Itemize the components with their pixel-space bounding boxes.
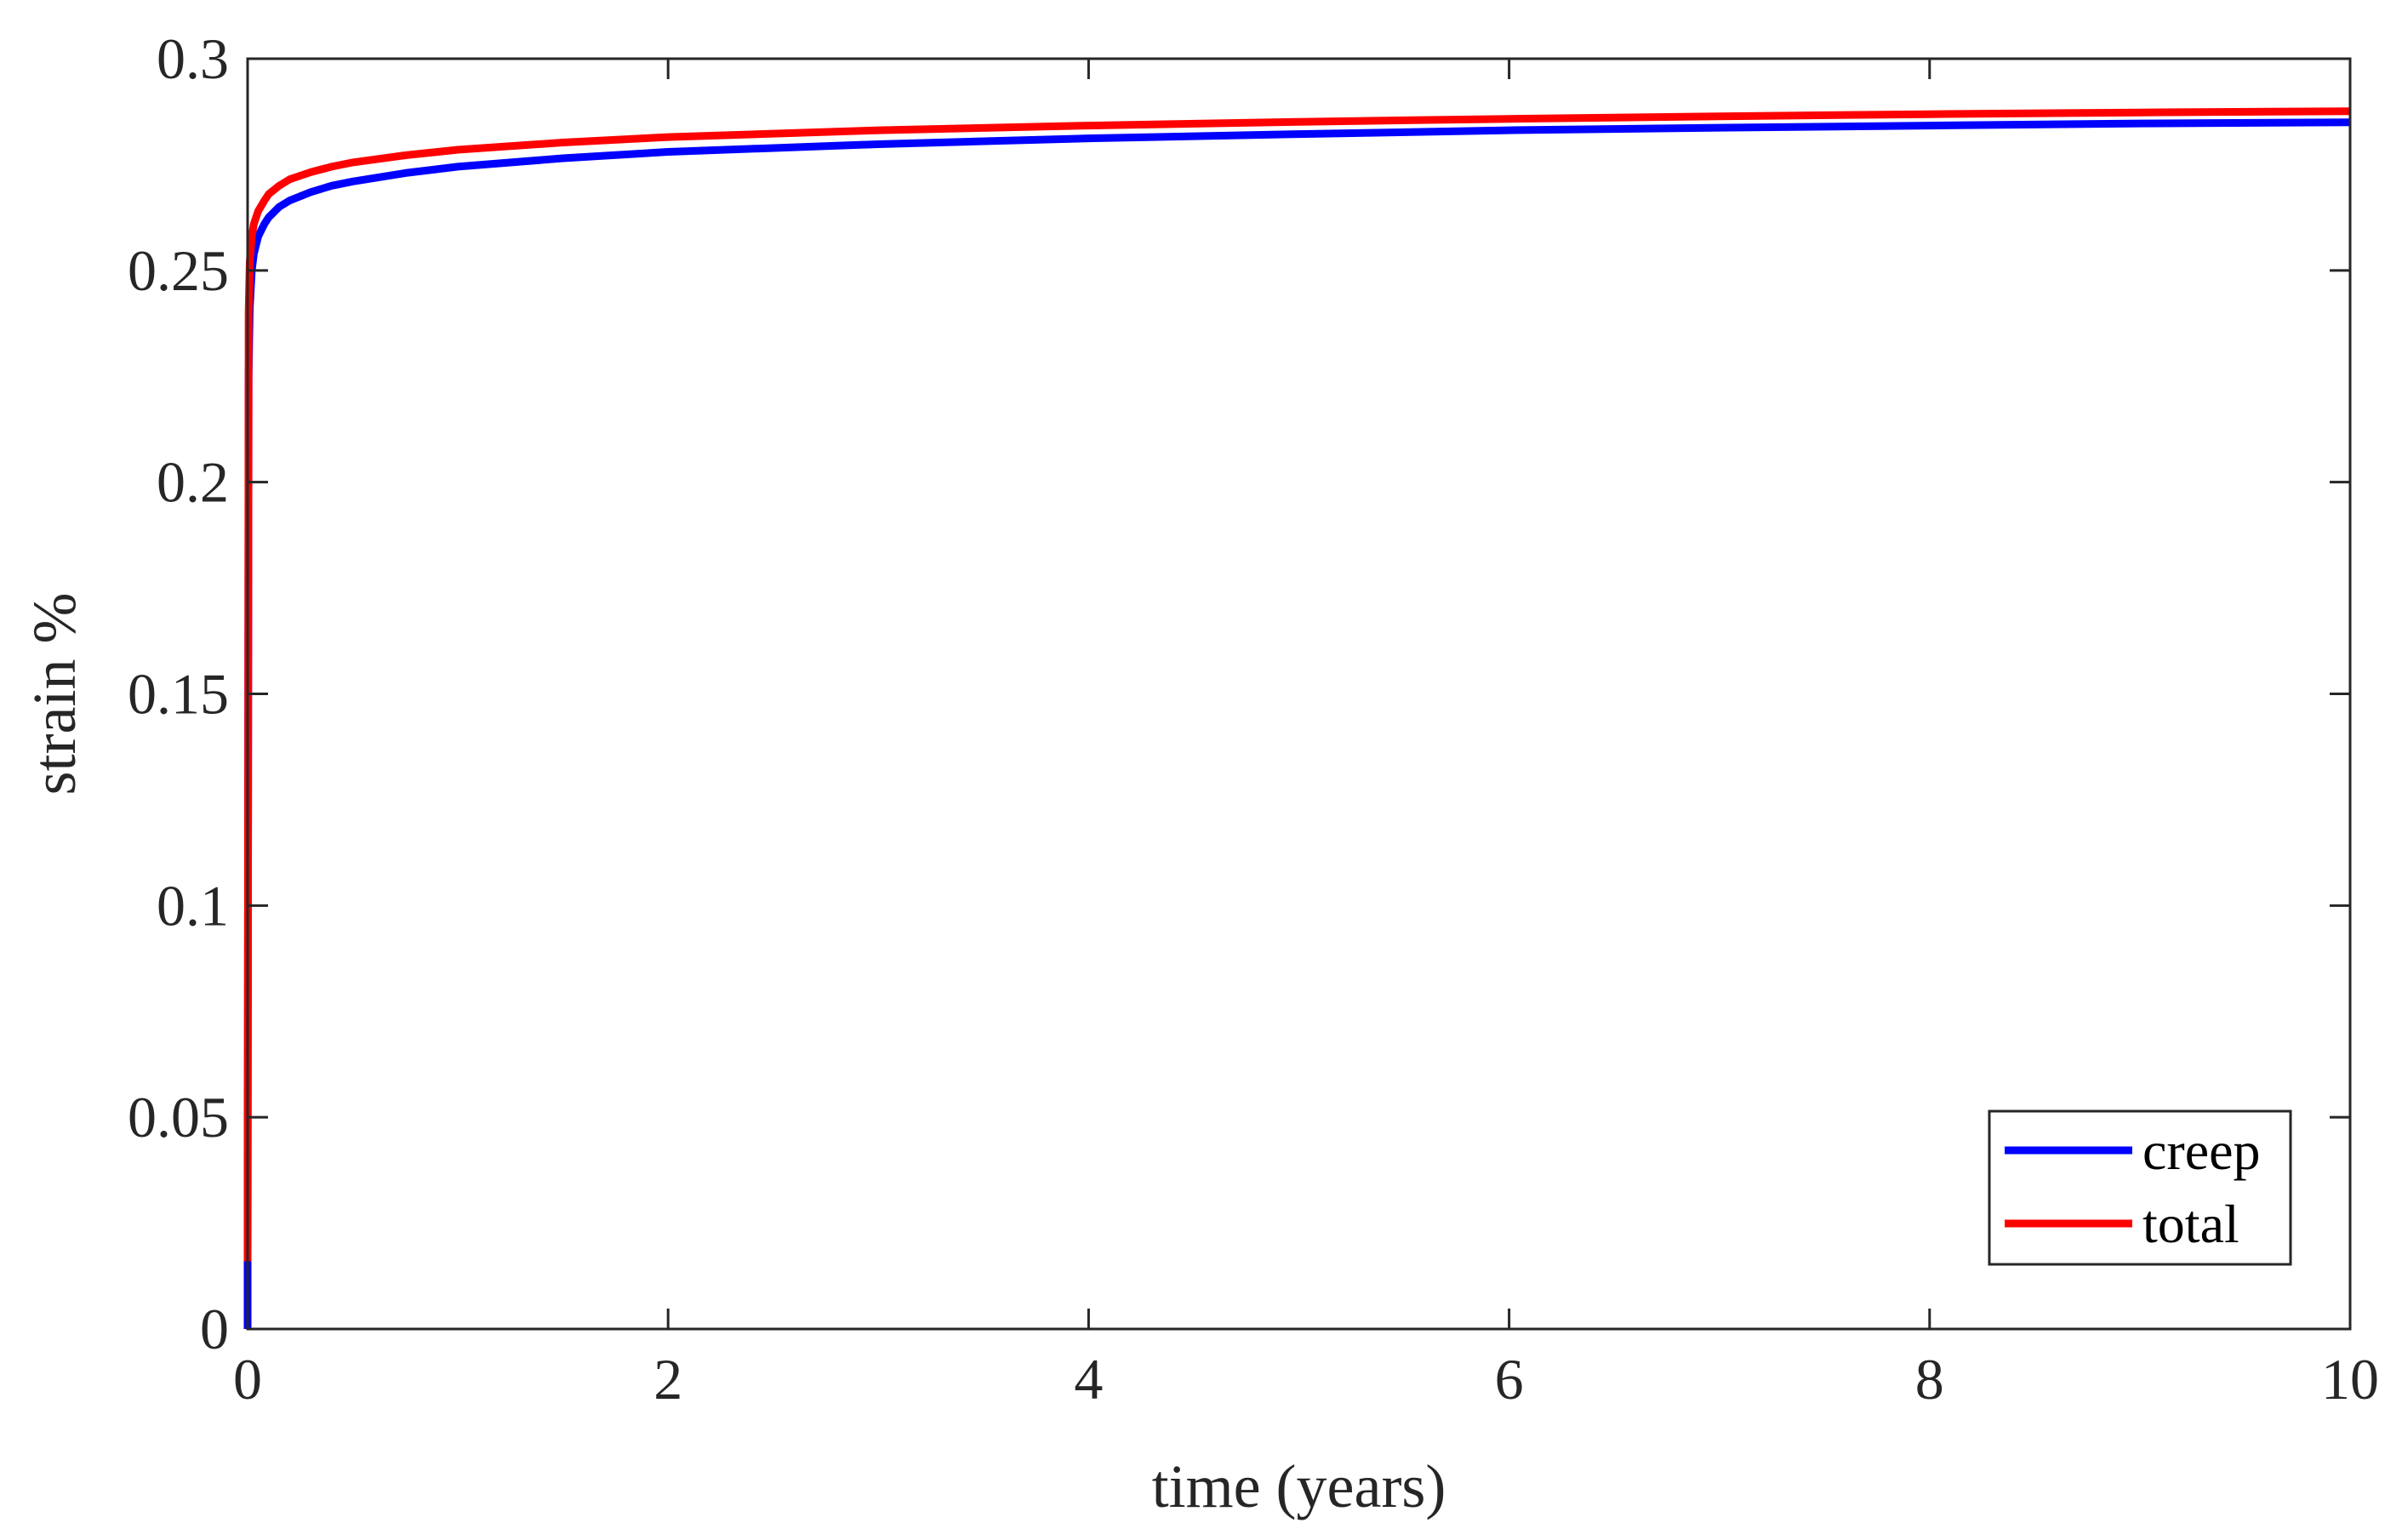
y-tick-label: 0.1	[157, 873, 229, 938]
y-tick-labels: 0 0.05 0.1 0.15 0.2 0.25 0.3	[128, 26, 229, 1361]
y-tick-label: 0.2	[157, 450, 229, 515]
legend-label-creep: creep	[2142, 1121, 2261, 1181]
y-axis-title: strain %	[20, 593, 88, 796]
x-tick-label: 4	[1074, 1347, 1103, 1412]
series-line-total	[243, 107, 2351, 1262]
x-tick-label: 0	[233, 1347, 262, 1412]
x-tick-label: 10	[2321, 1347, 2379, 1412]
y-tick-label: 0.15	[128, 662, 229, 727]
legend-box	[1988, 1109, 2292, 1266]
x-tick-label: 8	[1915, 1347, 1944, 1412]
x-tick-labels: 0 2 4 6 8 10	[233, 1347, 2379, 1412]
x-tick-label: 6	[1495, 1347, 1524, 1412]
y-tick-label: 0.05	[128, 1085, 229, 1149]
ticks-layer	[246, 57, 2352, 1331]
series-layer	[243, 107, 2351, 1329]
y-tick-label: 0.25	[128, 238, 229, 303]
y-tick-label: 0	[200, 1297, 229, 1361]
x-axis-title: time (years)	[1152, 1452, 1446, 1520]
legend-label-total: total	[2142, 1194, 2239, 1254]
legend: creep total	[1988, 1109, 2292, 1266]
y-tick-label: 0.3	[157, 26, 229, 91]
x-tick-label: 2	[653, 1347, 682, 1412]
